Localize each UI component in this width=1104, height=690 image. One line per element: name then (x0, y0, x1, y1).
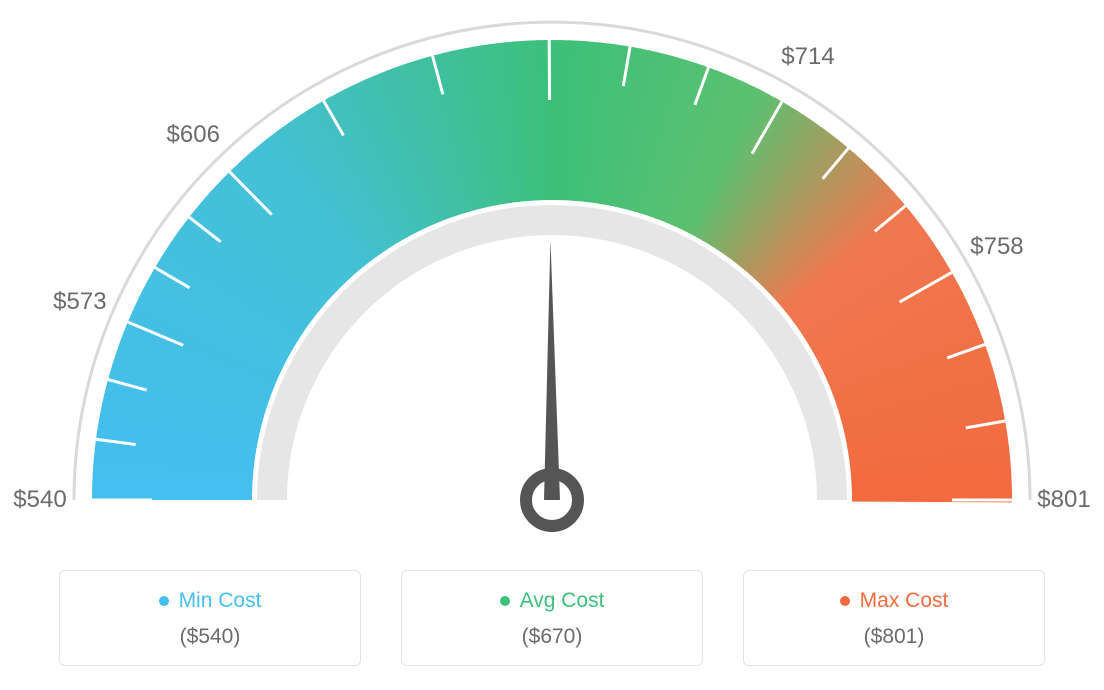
gauge-tick-label: $573 (53, 288, 106, 316)
legend-title-min: Min Cost (159, 589, 262, 613)
legend-dot-min (159, 596, 169, 606)
legend-value-max: ($801) (744, 625, 1044, 649)
legend-dot-avg (500, 596, 510, 606)
legend-row: Min Cost ($540) Avg Cost ($670) Max Cost… (0, 570, 1104, 666)
gauge-tick-label: $758 (970, 233, 1023, 261)
legend-label-avg: Avg Cost (520, 589, 605, 613)
legend-card-min: Min Cost ($540) (59, 570, 361, 666)
gauge-tick-label: $801 (1037, 486, 1090, 514)
legend-card-max: Max Cost ($801) (743, 570, 1045, 666)
gauge-tick-label: $670 (522, 0, 575, 2)
legend-label-max: Max Cost (860, 589, 949, 613)
legend-card-avg: Avg Cost ($670) (401, 570, 703, 666)
gauge-container: $540 $573 $606 $670 $714 $758 $801 (0, 0, 1104, 570)
legend-title-max: Max Cost (840, 589, 949, 613)
gauge-tick-label: $540 (13, 486, 66, 514)
legend-label-min: Min Cost (179, 589, 262, 613)
legend-title-avg: Avg Cost (500, 589, 605, 613)
gauge-tick-label: $714 (781, 43, 834, 71)
gauge-tick-label: $606 (167, 121, 220, 149)
legend-value-min: ($540) (60, 625, 360, 649)
legend-dot-max (840, 596, 850, 606)
legend-value-avg: ($670) (402, 625, 702, 649)
gauge-chart (0, 0, 1104, 570)
